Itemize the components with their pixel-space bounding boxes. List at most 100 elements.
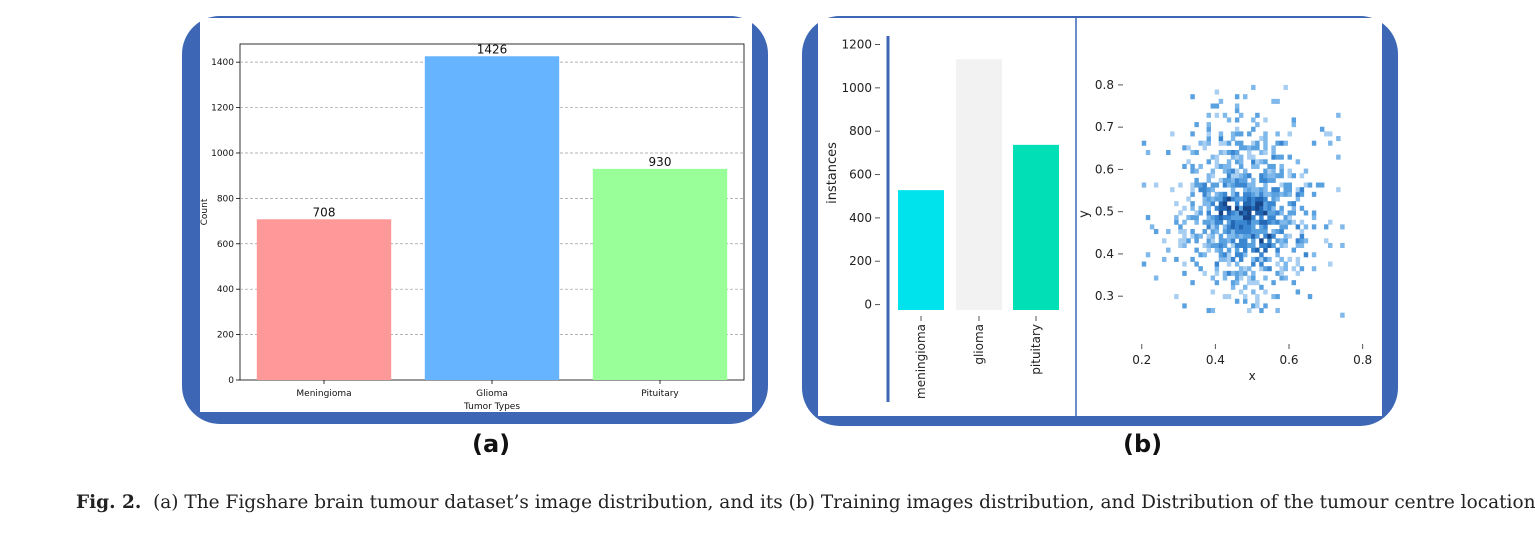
heatmap-cell <box>1182 303 1187 309</box>
bar-meningioma <box>256 219 392 380</box>
heatmap-cell <box>1251 187 1256 193</box>
heatmap-cell <box>1328 131 1333 137</box>
heatmap-cell <box>1255 201 1260 207</box>
heatmap-cell <box>1194 210 1199 216</box>
heatmap-cell <box>1222 294 1228 300</box>
heatmap-cell <box>1283 266 1288 272</box>
x-tick-label-b2: 0.2 <box>1132 353 1151 367</box>
heatmap-cell <box>1279 256 1284 262</box>
y-tick-label-b1: 1000 <box>841 81 872 95</box>
heatmap-cell <box>1194 122 1199 128</box>
heatmap-cell <box>1243 242 1248 248</box>
heatmap-cell <box>1251 177 1256 183</box>
heatmap-cell <box>1206 205 1212 211</box>
heatmap-cell <box>1259 284 1264 290</box>
heatmap-cell <box>1259 242 1264 248</box>
heatmap-cell <box>1287 215 1292 221</box>
heatmap-cell <box>1226 252 1232 258</box>
heatmap-cell <box>1234 159 1240 165</box>
heatmap-cell <box>1259 201 1264 207</box>
heatmap-cell <box>1247 201 1252 207</box>
heatmap-cell <box>1267 233 1272 239</box>
heatmap-cell <box>1251 261 1256 267</box>
heatmap-cell <box>1230 219 1236 225</box>
heatmap-cell <box>1291 201 1297 207</box>
heatmap-cell <box>1222 229 1228 235</box>
heatmap-cell <box>1291 247 1297 253</box>
heatmap-cell <box>1226 215 1232 221</box>
heatmap-cell <box>1230 242 1236 248</box>
heatmap-cell <box>1263 131 1268 137</box>
heatmap-cell <box>1251 247 1256 253</box>
bar-pituitary <box>592 168 728 380</box>
heatmap-cell <box>1243 224 1248 230</box>
heatmap-cell <box>1174 294 1179 300</box>
heatmap-cell <box>1247 215 1252 221</box>
heatmap-cell <box>1287 191 1292 197</box>
heatmap-cell <box>1275 219 1280 225</box>
heatmap-cell <box>1210 187 1216 193</box>
heatmap-cell <box>1243 201 1248 207</box>
bar-glioma <box>956 59 1002 311</box>
x-tick-label-b2: 0.4 <box>1206 353 1225 367</box>
heatmap-cell <box>1190 149 1195 156</box>
heatmap-cell <box>1259 229 1264 235</box>
heatmap-cell <box>1182 145 1187 151</box>
heatmap-cell <box>1234 275 1240 281</box>
heatmap-cell <box>1206 173 1212 179</box>
heatmap-cell <box>1267 219 1272 225</box>
heatmap-cell <box>1190 215 1195 221</box>
heatmap-cell <box>1287 233 1292 239</box>
heatmap-cell <box>1206 238 1212 244</box>
heatmap-cell <box>1340 224 1345 230</box>
heatmap-cell <box>1287 256 1292 262</box>
heatmap-cell <box>1271 177 1276 183</box>
heatmap-cell <box>1243 145 1248 151</box>
heatmap-cell <box>1275 294 1280 300</box>
heatmap-cell <box>1271 149 1276 156</box>
y-axis-label-b2: y <box>1077 210 1092 218</box>
heatmap-cell <box>1319 126 1325 132</box>
heatmap-cell <box>1182 270 1187 276</box>
heatmap-cell <box>1247 149 1252 156</box>
heatmap-cell <box>1275 210 1280 216</box>
heatmap-cell <box>1259 159 1264 165</box>
heatmap-cell <box>1153 275 1159 281</box>
heatmap-cell <box>1153 229 1159 235</box>
heatmap-cell <box>1206 308 1212 314</box>
heatmap-cell <box>1271 242 1276 248</box>
heatmap-cell <box>1238 182 1244 188</box>
heatmap-cell <box>1275 187 1280 193</box>
heatmap-cell <box>1210 182 1216 188</box>
heatmap-cell <box>1210 201 1216 207</box>
y-tick-label-a: 1000 <box>211 149 234 159</box>
heatmap-cell <box>1283 261 1288 267</box>
x-tick-label-meningioma: meningioma <box>914 324 928 399</box>
heatmap-cell <box>1214 224 1220 230</box>
heatmap-cell <box>1206 242 1212 248</box>
heatmap-cell <box>1238 242 1244 248</box>
heatmap-cell <box>1267 215 1272 221</box>
heatmap-cell <box>1238 238 1244 244</box>
heatmap-cell <box>1238 252 1244 258</box>
heatmap-cell <box>1275 140 1280 146</box>
heatmap-cell <box>1194 261 1199 267</box>
heatmap-cell <box>1162 256 1167 262</box>
heatmap-cell <box>1206 122 1212 128</box>
heatmap-cell <box>1190 229 1195 235</box>
heatmap-cell <box>1198 163 1203 169</box>
heatmap-cell <box>1230 182 1236 188</box>
heatmap-cell <box>1243 215 1248 221</box>
heatmap-cell <box>1328 242 1333 248</box>
heatmap-cell <box>1214 229 1220 235</box>
heatmap-cell <box>1275 308 1280 314</box>
heatmap-cell <box>1190 168 1195 174</box>
heatmap-cell <box>1226 261 1232 267</box>
heatmap-cells <box>1141 84 1345 318</box>
heatmap-cell <box>1287 154 1292 160</box>
heatmap-cell <box>1251 84 1256 90</box>
heatmap-cell <box>1222 182 1228 188</box>
heatmap-cell <box>1311 191 1317 197</box>
heatmap-cell <box>1194 215 1199 221</box>
heatmap-cell <box>1283 233 1288 239</box>
